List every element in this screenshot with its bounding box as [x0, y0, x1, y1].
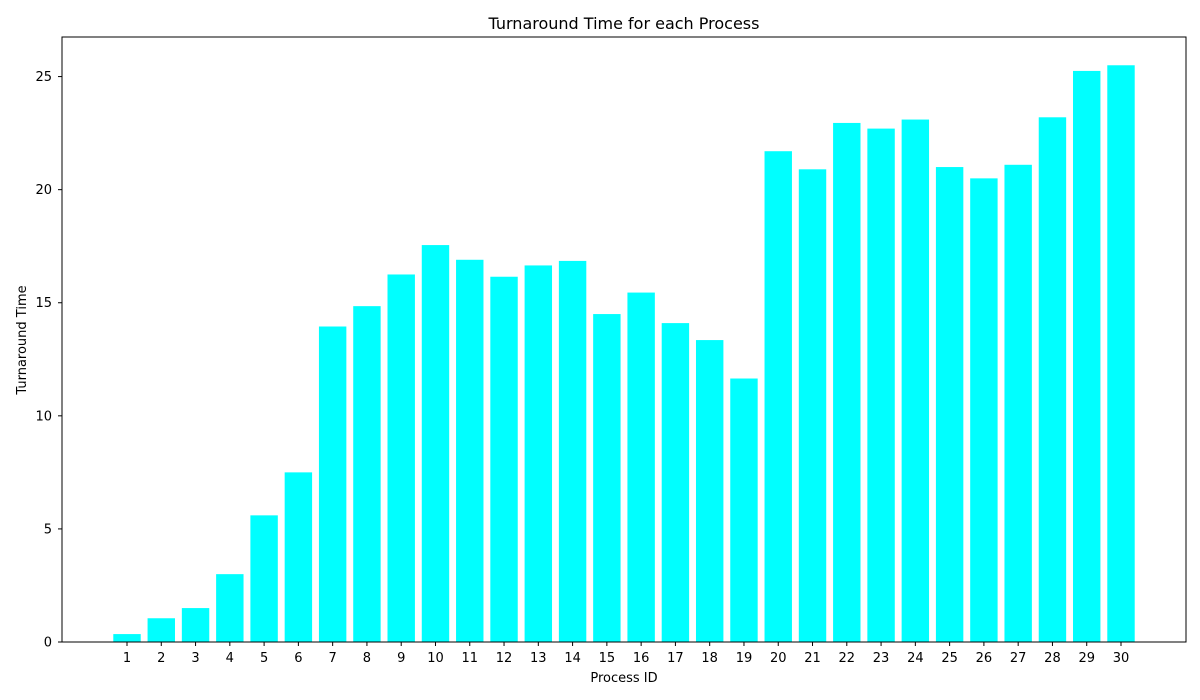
bar-process-7: [318, 326, 347, 642]
bar-process-17: [661, 323, 690, 642]
bar-process-15: [593, 314, 621, 642]
bar-process-27: [1004, 164, 1032, 643]
x-tick-label: 18: [701, 651, 718, 666]
x-axis-ticks: 1 2 3 4 5 6 7 8 9 10 11 12 13 14 15 16 17 18 19 20 21 22 23 24 2…: [123, 642, 1129, 666]
x-tick-label: 8: [363, 651, 371, 666]
x-tick-label: 11: [461, 651, 478, 666]
y-tick-label: 5: [44, 522, 52, 537]
x-tick-label: 19: [736, 651, 753, 666]
bar-process-8: [353, 306, 381, 642]
bar-process-25: [935, 167, 964, 643]
bar-process-24: [901, 119, 930, 643]
y-axis-ticks: 0 5 10 15 20 25: [35, 70, 62, 651]
bar-process-13: [524, 265, 553, 642]
bar-process-30: [1107, 65, 1135, 642]
plot-frame: [61, 36, 1187, 643]
x-tick-label: 7: [329, 651, 337, 666]
bar-process-1: [113, 634, 141, 642]
bar-process-6: [284, 472, 313, 642]
x-axis-label: Process ID: [590, 671, 657, 686]
bar-process-23: [867, 128, 895, 643]
chart-title: Turnaround Time for each Process: [488, 14, 760, 33]
y-tick-label: 20: [35, 183, 52, 198]
x-tick-label: 2: [157, 651, 165, 666]
x-tick-label: 23: [873, 651, 890, 666]
bar-process-21: [798, 169, 827, 642]
bar-process-26: [970, 178, 998, 643]
x-tick-label: 24: [907, 651, 924, 666]
bar-process-2: [147, 618, 175, 642]
bar-process-3: [181, 608, 210, 642]
x-tick-label: 15: [599, 651, 616, 666]
bar-process-18: [695, 340, 724, 642]
bar-process-16: [627, 292, 655, 642]
x-tick-label: 12: [496, 651, 513, 666]
bar-process-22: [833, 122, 861, 642]
x-tick-label: 27: [1010, 651, 1027, 666]
x-tick-label: 20: [770, 651, 787, 666]
x-tick-label: 5: [260, 651, 268, 666]
bar-process-12: [490, 276, 518, 642]
x-tick-label: 13: [530, 651, 547, 666]
x-tick-label: 25: [941, 651, 958, 666]
x-tick-label: 3: [191, 651, 199, 666]
x-tick-label: 6: [294, 651, 302, 666]
x-tick-label: 22: [839, 651, 856, 666]
bar-process-9: [387, 274, 415, 642]
bar-process-10: [421, 245, 450, 642]
bar-process-14: [558, 260, 587, 642]
bar-process-29: [1073, 70, 1101, 643]
x-tick-label: 9: [397, 651, 405, 666]
x-tick-label: 4: [226, 651, 234, 666]
bar-process-4: [216, 574, 244, 642]
bar-process-11: [456, 259, 484, 642]
x-tick-label: 28: [1044, 651, 1061, 666]
bar-process-28: [1038, 117, 1067, 643]
y-axis-label: Turnaround Time: [15, 285, 30, 395]
y-tick-label: 0: [44, 636, 52, 651]
x-tick-label: 29: [1078, 651, 1095, 666]
x-tick-label: 26: [976, 651, 993, 666]
x-tick-label: 16: [633, 651, 650, 666]
bar-process-19: [730, 378, 758, 642]
y-tick-label: 10: [35, 409, 52, 424]
x-tick-label: 21: [804, 651, 821, 666]
x-tick-label: 30: [1113, 651, 1130, 666]
x-tick-label: 17: [667, 651, 684, 666]
y-tick-label: 25: [35, 70, 52, 85]
x-tick-label: 10: [427, 651, 444, 666]
bar-process-5: [250, 515, 278, 642]
x-tick-label: 1: [123, 651, 131, 666]
x-tick-label: 14: [564, 651, 581, 666]
bar-series: [113, 65, 1135, 643]
y-tick-label: 15: [35, 296, 52, 311]
bar-process-20: [764, 151, 792, 642]
